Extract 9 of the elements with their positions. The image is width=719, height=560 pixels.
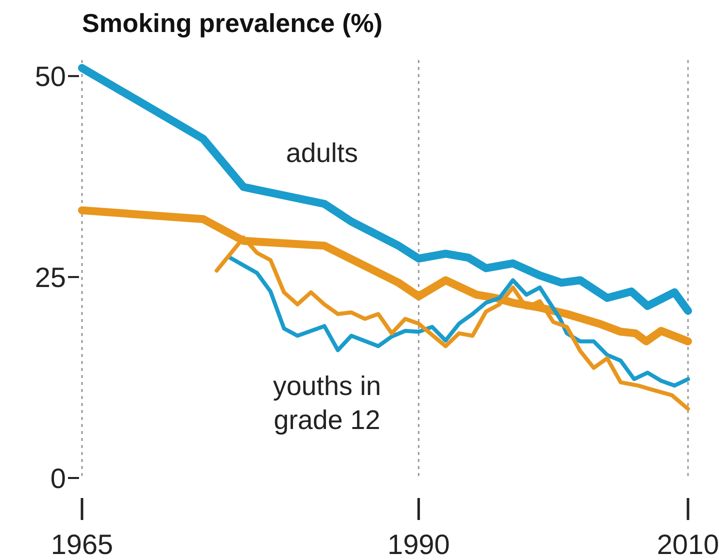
annotation: youths in grade 12 xyxy=(272,371,382,435)
y-tick-label: 25 xyxy=(34,262,66,293)
chart-title: Smoking prevalence (%) xyxy=(82,8,383,38)
x-tick-label: 1990 xyxy=(388,529,450,560)
x-tick-label: 1965 xyxy=(50,529,114,560)
y-tick-label: 50 xyxy=(34,60,66,92)
y-tick-label: 0 xyxy=(50,462,66,494)
x-tick-label: 2010 xyxy=(656,529,719,560)
annotation: adults xyxy=(286,138,358,168)
